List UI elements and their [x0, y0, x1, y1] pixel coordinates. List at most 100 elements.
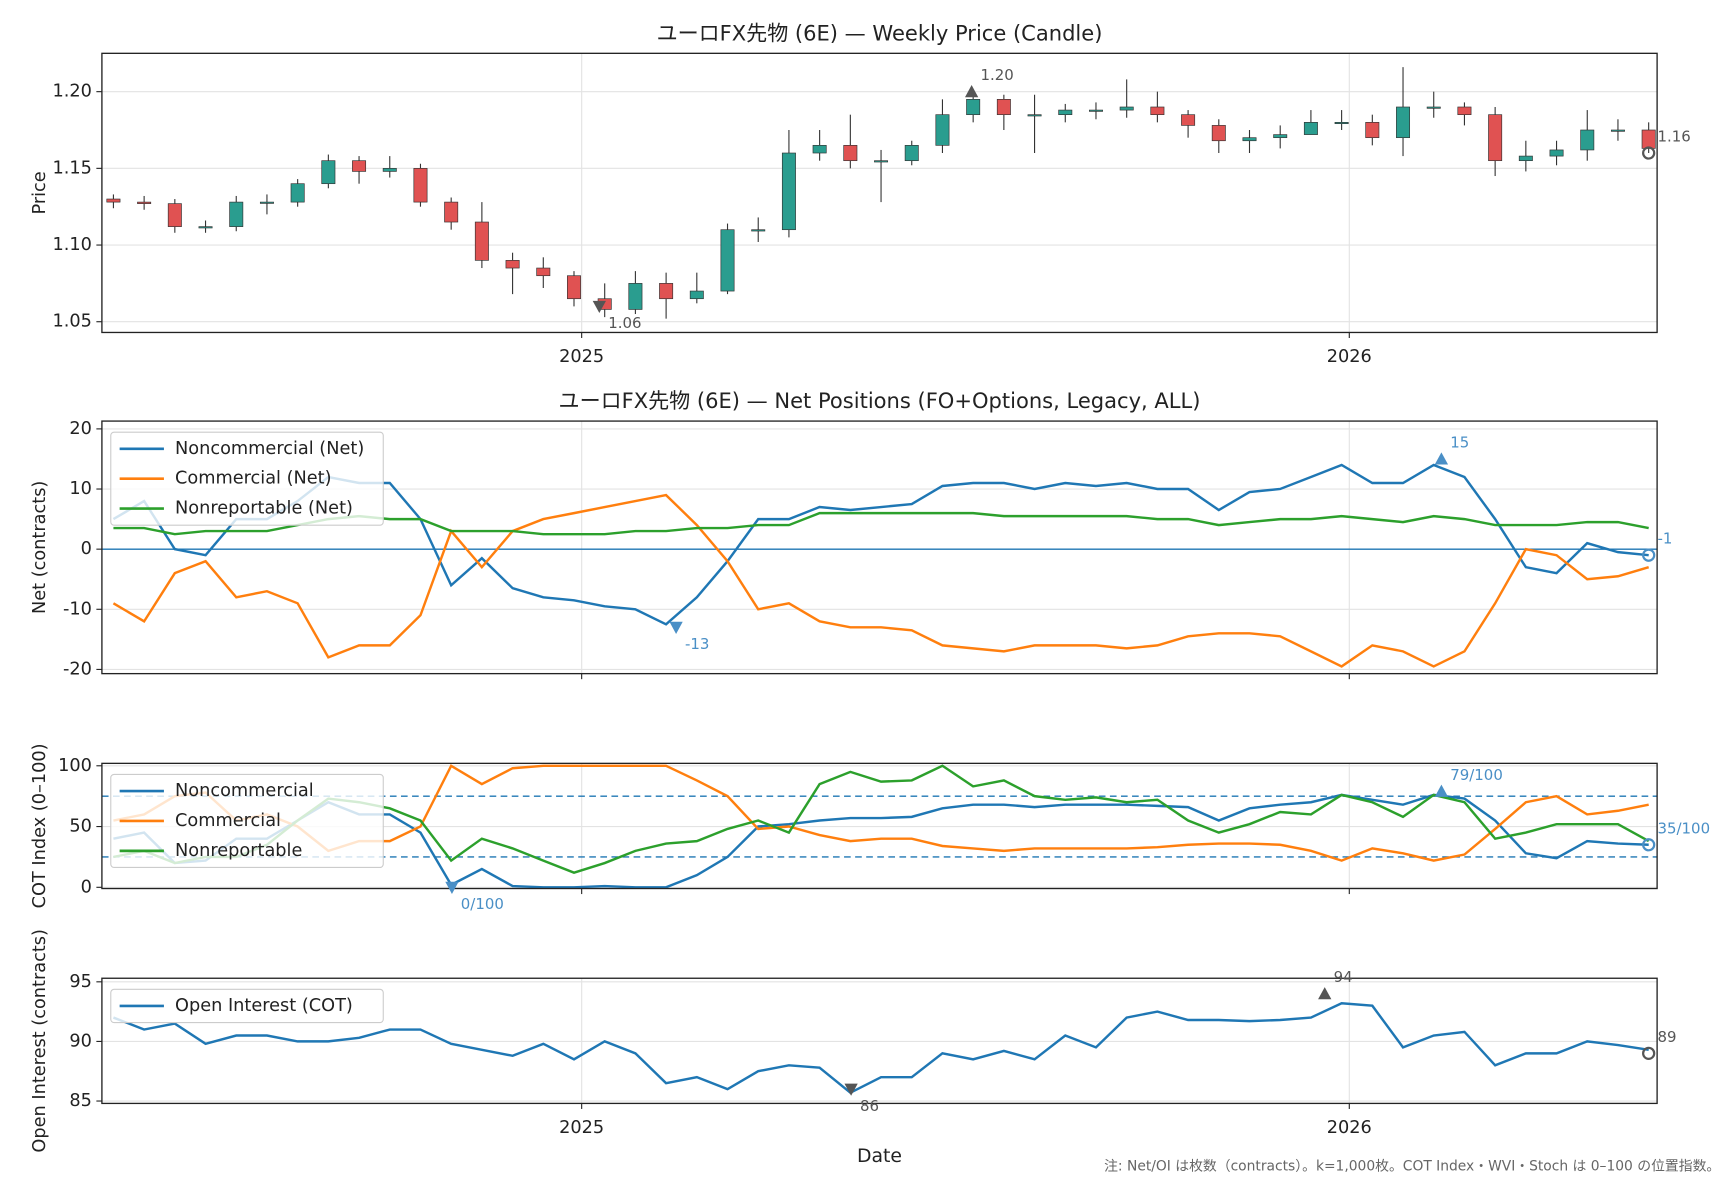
y-tick-label: -20	[63, 659, 92, 679]
annotation-label: 1.16	[1658, 128, 1691, 146]
candle-body	[1150, 106, 1165, 116]
candle-body	[137, 201, 152, 204]
legend-label: Nonreportable	[175, 841, 302, 861]
annotation-marker	[1434, 452, 1449, 465]
candle-body	[1273, 134, 1288, 139]
y-tick-label: 10	[69, 479, 92, 499]
annotation-label: 86	[860, 1097, 879, 1115]
y-tick-label: 20	[69, 419, 92, 439]
candle-body	[1088, 109, 1103, 112]
candle-body	[812, 145, 827, 154]
candle-body	[1549, 149, 1564, 157]
candle-body	[1610, 129, 1625, 132]
candle-body	[659, 283, 674, 300]
candle-body	[996, 99, 1011, 116]
y-tick-label: 0	[81, 539, 92, 559]
annotation-marker	[1642, 838, 1656, 852]
candle-body	[1518, 155, 1533, 162]
annotation-marker	[1318, 987, 1332, 1000]
candle-body	[1334, 122, 1349, 125]
y-tick-label: 0	[81, 877, 92, 897]
annotation-label: 1.06	[608, 314, 641, 332]
candle-body	[567, 275, 581, 300]
candle-body	[720, 229, 735, 292]
annotation-marker	[445, 881, 459, 894]
annotation-label: -13	[685, 635, 709, 653]
candle-body	[1426, 106, 1441, 109]
candle-body	[628, 283, 643, 310]
annotation-label: 79/100	[1450, 766, 1503, 784]
annotation-label: 94	[1334, 968, 1353, 986]
y-tick-label: 1.20	[52, 82, 91, 102]
y-tick-label: 95	[69, 972, 92, 992]
series-line	[112, 493, 1650, 668]
legend-label: Noncommercial (Net)	[175, 439, 364, 459]
candle-body	[1488, 114, 1503, 162]
candle-body	[1365, 122, 1380, 139]
candle-body	[259, 201, 274, 204]
candle-body	[505, 260, 520, 269]
plot-frame	[101, 52, 1658, 334]
annotation-label: 15	[1450, 433, 1469, 451]
annotation-marker	[592, 300, 606, 314]
candle-body	[321, 160, 336, 185]
y-tick-label: 1.05	[52, 312, 91, 332]
candle-body	[167, 203, 182, 227]
footnote: 注: Net/OI は枚数（contracts）。k=1,000枚。COT In…	[1104, 1159, 1720, 1175]
candle-body	[1058, 109, 1073, 116]
candle-body	[1119, 106, 1134, 111]
candle-body	[536, 267, 551, 277]
annotation-label: 1.20	[980, 66, 1013, 84]
candle-body	[382, 168, 397, 172]
annotation-label: -1	[1658, 530, 1673, 548]
annotation-marker	[844, 1083, 858, 1096]
series-line	[112, 1002, 1649, 1095]
candle-body	[874, 160, 889, 163]
y-axis-label: Net (contracts)	[30, 481, 50, 614]
chart-title: ユーロFX先物 (6E) — Net Positions (FO+Options…	[559, 388, 1201, 413]
candle-body	[689, 290, 704, 300]
y-tick-label: 1.15	[52, 158, 91, 178]
annotation-marker	[669, 621, 683, 634]
y-tick-label: 90	[69, 1031, 92, 1051]
x-axis-label: Date	[857, 1146, 902, 1167]
candle-body	[444, 201, 459, 223]
chart-title: ユーロFX先物 (6E) — Weekly Price (Candle)	[657, 20, 1103, 45]
candle-body	[106, 198, 121, 203]
legend-label: Nonreportable (Net)	[175, 499, 353, 519]
y-axis-label: Open Interest (contracts)	[30, 929, 50, 1153]
legend-box	[110, 988, 384, 1024]
candle-body	[1027, 114, 1042, 117]
legend-label: Commercial (Net)	[175, 469, 332, 489]
annotation-label: 89	[1658, 1028, 1677, 1046]
annotation-marker	[1642, 146, 1656, 160]
annotation-label: 0/100	[461, 895, 504, 913]
plot-frame	[101, 762, 1658, 890]
x-tick-label: 2026	[1327, 347, 1372, 367]
y-axis-label: Price	[30, 171, 50, 214]
candle-body	[413, 168, 428, 203]
candle-body	[1396, 106, 1411, 139]
plot-frame	[101, 420, 1658, 675]
candle-body	[1580, 129, 1595, 151]
candle-body	[474, 221, 489, 261]
annotation-marker	[964, 85, 979, 98]
y-axis-label: COT Index (0–100)	[30, 743, 50, 908]
legend-label: Commercial	[175, 811, 281, 831]
plot-frame	[101, 977, 1658, 1105]
candle-body	[1242, 137, 1257, 142]
annotation-marker	[1642, 1046, 1656, 1060]
candle-body	[1303, 122, 1318, 135]
candle-body	[229, 201, 244, 227]
legend-label: Noncommercial	[175, 781, 314, 801]
y-tick-label: 100	[58, 756, 92, 776]
candle-body	[290, 183, 305, 203]
x-tick-label: 2025	[559, 347, 604, 367]
candle-body	[751, 229, 766, 232]
y-tick-label: 50	[69, 817, 92, 837]
candle-body	[781, 152, 796, 231]
candle-body	[843, 145, 858, 162]
candle-body	[1457, 106, 1472, 116]
legend-box	[110, 431, 384, 526]
